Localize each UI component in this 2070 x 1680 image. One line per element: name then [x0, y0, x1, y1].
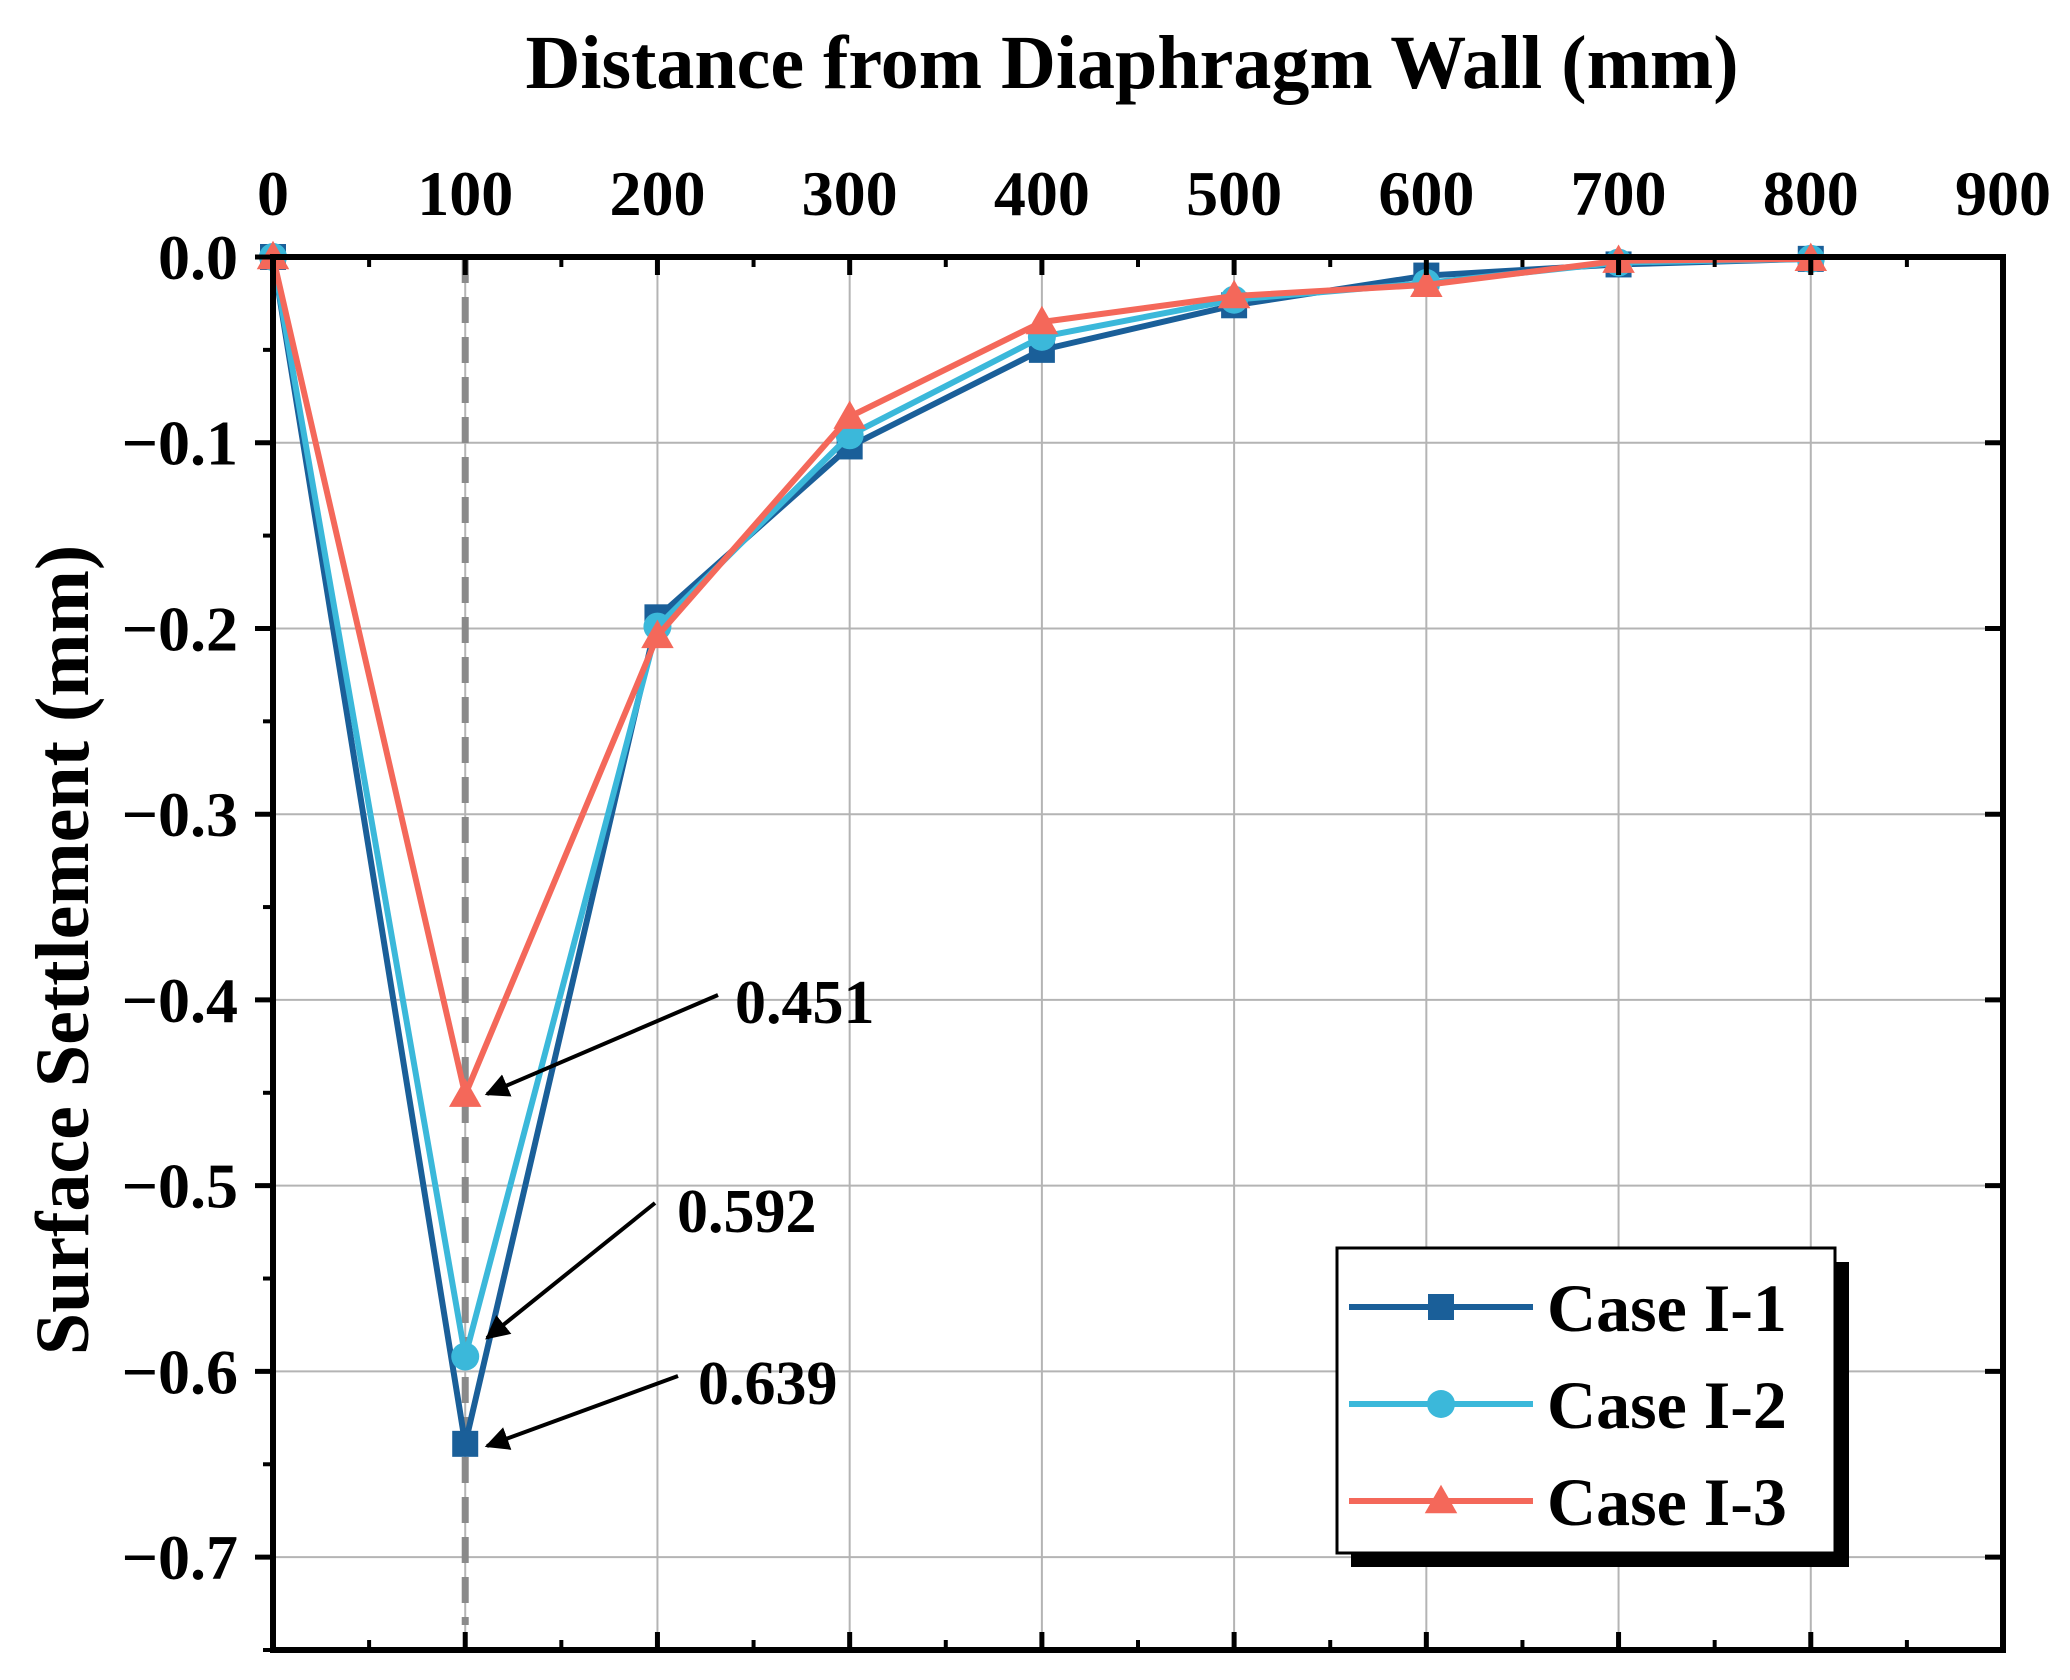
x-tick-label: 400	[994, 158, 1090, 229]
x-tick-label: 0	[257, 158, 289, 229]
legend-label-case-3: Case I-3	[1547, 1464, 1787, 1540]
legend: Case I-1 Case I-2 Case I-3	[1335, 1246, 1849, 1567]
y-tick-label: −0.1	[122, 408, 238, 479]
x-tick-label: 500	[1186, 158, 1282, 229]
x-tick-label: 800	[1763, 158, 1859, 229]
legend-marker-case-3	[1424, 1484, 1458, 1514]
tick-labels: 0 100 200 300 400 500 600 700 800 900 0.0 −0.1 −0.2 −…	[122, 158, 2051, 1593]
annotation-arrow	[484, 1374, 679, 1450]
data-point-case-2	[451, 1342, 480, 1371]
data-point-case-3	[1410, 268, 1443, 298]
axis-ticks	[255, 254, 2006, 1652]
data-point-case-3	[1217, 279, 1251, 309]
annotation-arrow	[485, 1201, 657, 1340]
x-tick-label: 300	[802, 158, 898, 229]
x-axis-title: Distance from Diaphragm Wall (mm)	[525, 21, 1738, 105]
annotation-label: 0.451	[735, 969, 875, 1037]
x-tick-label: 100	[417, 158, 513, 229]
x-tick-label: 600	[1378, 158, 1474, 229]
legend-marker-case-2	[1427, 1390, 1455, 1418]
annotations-group: 0.451 0.592 0.639	[484, 969, 875, 1450]
annotation-label: 0.592	[677, 1178, 817, 1246]
legend-label-case-1: Case I-1	[1547, 1270, 1787, 1346]
y-tick-label: −0.4	[122, 965, 238, 1036]
legend-marker-case-1	[1428, 1294, 1454, 1320]
annotation-label: 0.639	[698, 1350, 838, 1418]
y-tick-label: −0.3	[122, 779, 238, 850]
data-point-case-3	[1025, 305, 1059, 335]
annotation-arrow	[484, 993, 719, 1097]
legend-label-case-2: Case I-2	[1547, 1367, 1787, 1443]
data-point-case-3	[448, 1078, 482, 1107]
y-tick-label: −0.2	[122, 593, 238, 664]
data-point-case-3	[833, 400, 866, 429]
x-tick-label: 900	[1955, 158, 2051, 229]
y-tick-label: −0.7	[122, 1522, 238, 1593]
y-tick-label: −0.5	[122, 1151, 238, 1222]
y-tick-label: 0.0	[158, 222, 238, 293]
y-tick-label: −0.6	[122, 1336, 238, 1407]
data-point-case-1	[452, 1430, 479, 1457]
x-tick-label: 700	[1571, 158, 1667, 229]
data-point-case-3	[641, 619, 674, 649]
x-tick-label: 200	[609, 158, 705, 229]
y-axis-title: Surface Settlement (mm)	[21, 545, 105, 1355]
